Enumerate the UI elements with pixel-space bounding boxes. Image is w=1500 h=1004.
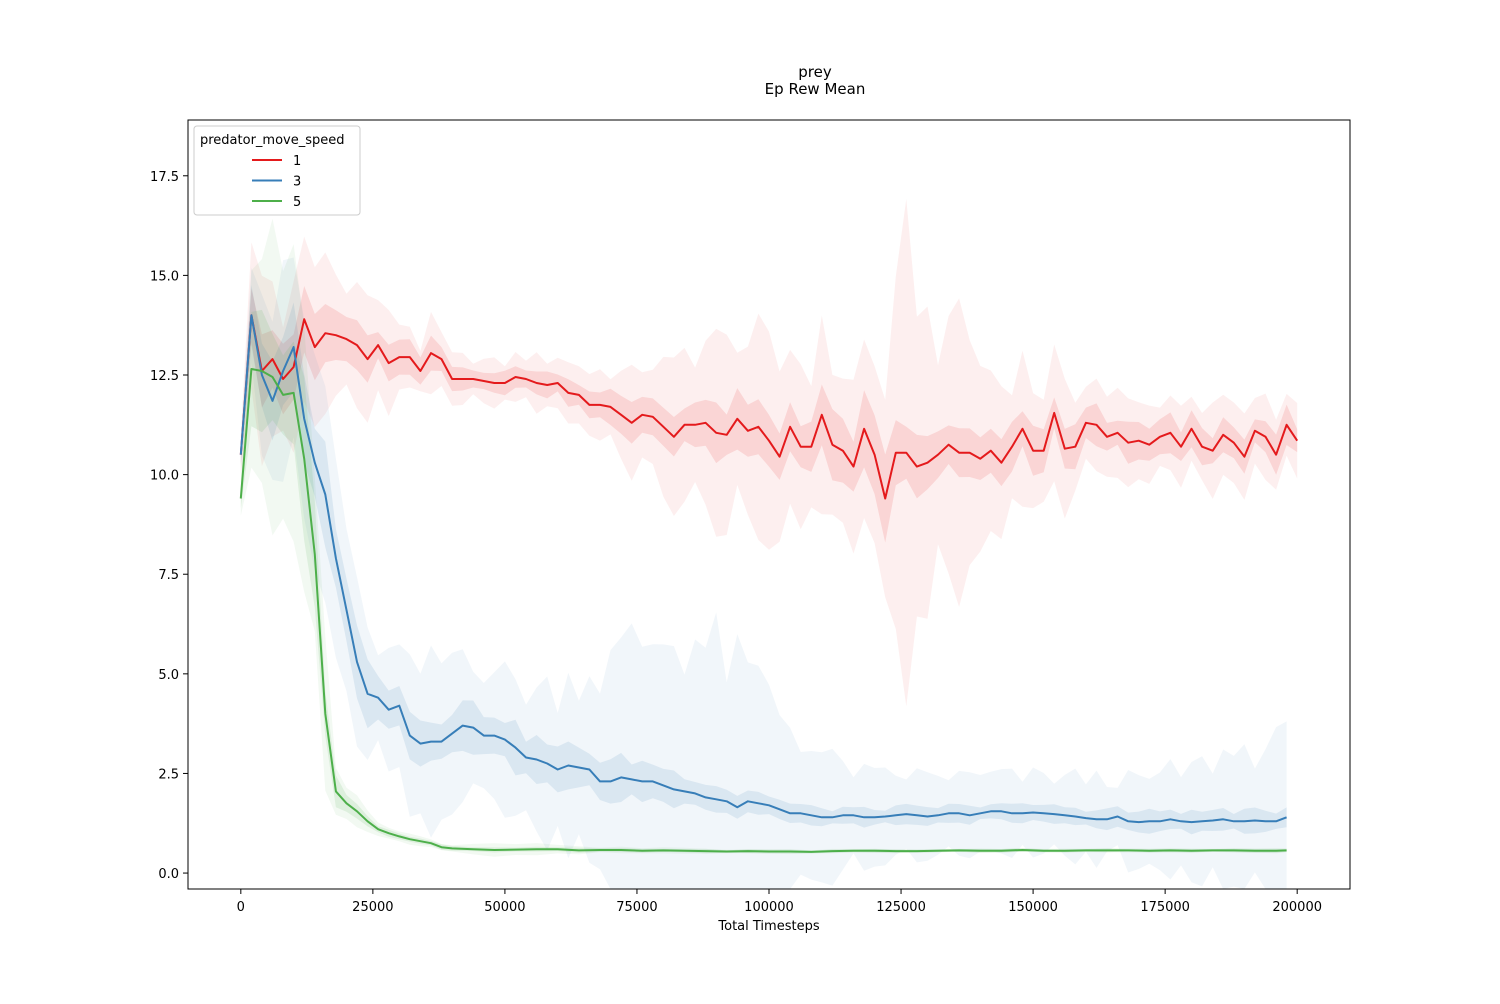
y-tick-label: 10.0: [150, 469, 179, 484]
series-line-3: [239, 314, 1287, 824]
y-axis: 0.0 2.5 5.0 7.5 10.0 12.5 15.0 17.5: [150, 170, 188, 882]
x-tick-label: 50000: [484, 900, 525, 915]
confidence-bands: [240, 199, 1298, 889]
y-tick-label: 2.5: [158, 767, 179, 782]
x-tick-label: 100000: [744, 900, 794, 915]
legend-label-3: 3: [293, 175, 301, 190]
x-tick-label: 75000: [616, 900, 657, 915]
y-tick-label: 15.0: [150, 269, 179, 284]
legend-frame: [193, 125, 361, 216]
ci-inner-band-5: [240, 309, 1287, 854]
series-line-5: [239, 368, 1287, 853]
y-tick-label: 0.0: [158, 867, 179, 882]
x-tick-label: 200000: [1272, 900, 1322, 915]
x-tick-label: 0: [237, 900, 245, 915]
x-axis-label: Total Timesteps: [717, 919, 819, 934]
x-tick-label: 175000: [1140, 900, 1190, 915]
legend-label-5: 5: [293, 195, 301, 210]
legend-title: predator_move_speed: [200, 133, 345, 148]
chart-title: prey: [798, 63, 832, 81]
ci-outer-band-3: [240, 257, 1287, 889]
ci-inner-band-1: [240, 286, 1298, 543]
y-tick-label: 12.5: [150, 369, 179, 384]
y-tick-label: 17.5: [150, 170, 179, 185]
legend: predator_move_speed 1 3 5: [193, 125, 361, 216]
chart-subtitle: Ep Rew Mean: [765, 80, 866, 98]
ci-outer-band-5: [240, 218, 1287, 857]
y-tick-label: 5.0: [158, 668, 179, 683]
x-axis: 0 25000 50000 75000 100000 125000 150000 175000…: [237, 889, 1322, 915]
series-lines: [239, 314, 1299, 853]
x-tick-label: 150000: [1008, 900, 1058, 915]
x-tick-label: 125000: [876, 900, 926, 915]
y-tick-label: 7.5: [158, 568, 179, 583]
x-tick-label: 25000: [352, 900, 393, 915]
legend-label-1: 1: [293, 154, 301, 169]
series-line-1: [239, 314, 1299, 500]
ci-outer-band-1: [240, 199, 1298, 707]
